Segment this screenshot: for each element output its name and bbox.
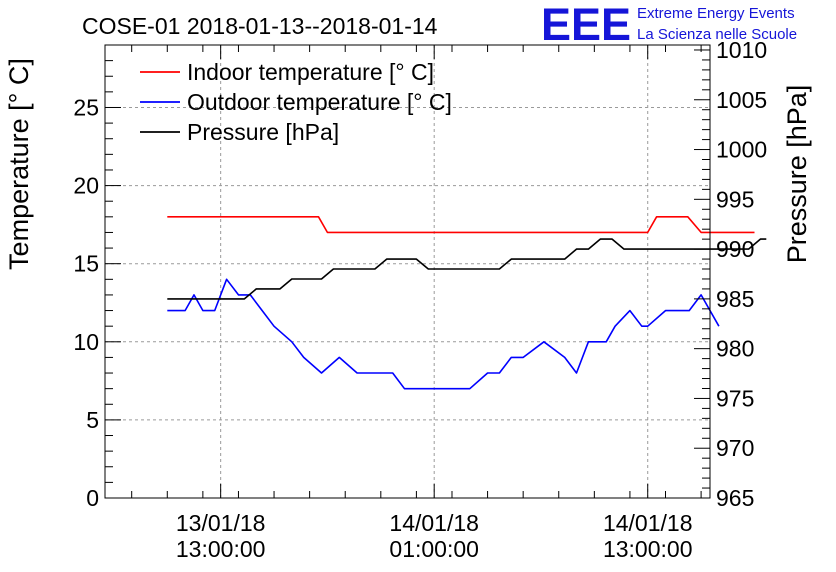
y2-tick-label: 1010 bbox=[716, 37, 767, 63]
eee-logo: EEE Extreme Energy Events La Scienza nel… bbox=[541, 0, 797, 50]
x-tick-label-date: 14/01/18 bbox=[389, 510, 479, 536]
legend: Indoor temperature [° C] Outdoor temperat… bbox=[140, 59, 452, 145]
y-tick-label: 5 bbox=[86, 407, 99, 433]
y2-tick-label: 980 bbox=[716, 336, 754, 362]
logo-line-2: La Scienza nelle Scuole bbox=[637, 26, 797, 43]
plot-frame bbox=[104, 44, 711, 499]
y2-axis-title: Pressure [hPa] bbox=[782, 85, 812, 264]
y-tick-label: 25 bbox=[73, 94, 99, 120]
y2-tick-label: 995 bbox=[716, 186, 754, 212]
axes: 13/01/1813:00:0014/01/1801:00:0014/01/18… bbox=[73, 37, 767, 562]
legend-label-3: Pressure [hPa] bbox=[187, 119, 339, 145]
legend-label-2: Outdoor temperature [° C] bbox=[187, 89, 452, 115]
x-tick-label-time: 13:00:00 bbox=[603, 536, 693, 562]
y2-tick-label: 1000 bbox=[716, 137, 767, 163]
y-tick-label: 20 bbox=[73, 173, 99, 199]
series-line-1 bbox=[167, 216, 755, 234]
y2-tick-label: 985 bbox=[716, 286, 754, 312]
y2-tick-label: 970 bbox=[716, 435, 754, 461]
series-line-2 bbox=[167, 278, 720, 390]
y-tick-label: 0 bbox=[86, 485, 99, 511]
y-tick-label: 10 bbox=[73, 329, 99, 355]
x-tick-label-date: 13/01/18 bbox=[176, 510, 266, 536]
grid bbox=[105, 45, 710, 498]
series-line-3 bbox=[167, 238, 767, 300]
y2-tick-label: 990 bbox=[716, 236, 754, 262]
x-tick-label-time: 01:00:00 bbox=[389, 536, 479, 562]
y-tick-label: 15 bbox=[73, 251, 99, 277]
logo-line-1: Extreme Energy Events bbox=[637, 5, 795, 22]
y-axis-title: Temperature [° C] bbox=[4, 58, 34, 270]
chart-title: COSE-01 2018-01-13--2018-01-14 bbox=[82, 13, 438, 39]
x-tick-label-time: 13:00:00 bbox=[176, 536, 266, 562]
x-tick-label-date: 14/01/18 bbox=[603, 510, 693, 536]
series-group bbox=[167, 216, 767, 390]
legend-label-1: Indoor temperature [° C] bbox=[187, 59, 434, 85]
logo-letters: EEE bbox=[541, 0, 631, 50]
y2-tick-label: 965 bbox=[716, 485, 754, 511]
y2-tick-label: 975 bbox=[716, 385, 754, 411]
y2-tick-label: 1005 bbox=[716, 87, 767, 113]
